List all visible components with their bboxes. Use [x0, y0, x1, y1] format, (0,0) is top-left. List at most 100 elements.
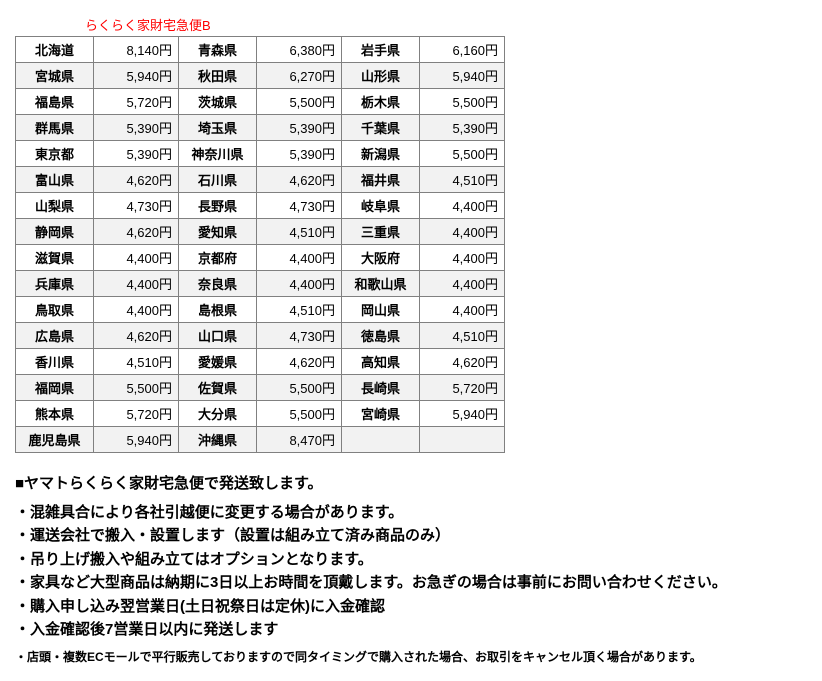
price-cell: 4,400円	[420, 297, 505, 323]
price-cell: 6,160円	[420, 37, 505, 63]
prefecture-cell: 大阪府	[342, 245, 420, 271]
price-cell: 4,620円	[420, 349, 505, 375]
prefecture-cell: 広島県	[16, 323, 94, 349]
footnote: 店頭・複数ECモールで平行販売しておりますので同タイミングで購入された場合、お取…	[15, 648, 807, 666]
prefecture-cell: 神奈川県	[179, 141, 257, 167]
prefecture-cell: 群馬県	[16, 115, 94, 141]
prefecture-cell: 石川県	[179, 167, 257, 193]
prefecture-cell: 和歌山県	[342, 271, 420, 297]
prefecture-cell: 高知県	[342, 349, 420, 375]
price-cell: 4,730円	[257, 193, 342, 219]
price-cell: 5,940円	[420, 401, 505, 427]
prefecture-cell: 埼玉県	[179, 115, 257, 141]
price-cell: 6,270円	[257, 63, 342, 89]
prefecture-cell: 鹿児島県	[16, 427, 94, 453]
price-cell: 4,400円	[257, 245, 342, 271]
price-cell: 4,400円	[420, 193, 505, 219]
table-row: 鳥取県4,400円島根県4,510円岡山県4,400円	[16, 297, 505, 323]
notes-list: 混雑具合により各社引越便に変更する場合があります。運送会社で搬入・設置します（設…	[15, 502, 807, 642]
table-row: 宮城県5,940円秋田県6,270円山形県5,940円	[16, 63, 505, 89]
table-row: 香川県4,510円愛媛県4,620円高知県4,620円	[16, 349, 505, 375]
price-cell: 5,390円	[420, 115, 505, 141]
price-cell: 5,390円	[257, 141, 342, 167]
table-row: 広島県4,620円山口県4,730円徳島県4,510円	[16, 323, 505, 349]
price-cell: 5,500円	[94, 375, 179, 401]
price-cell: 5,500円	[257, 401, 342, 427]
price-cell: 4,400円	[420, 271, 505, 297]
prefecture-cell: 京都府	[179, 245, 257, 271]
price-cell: 4,730円	[94, 193, 179, 219]
price-cell: 4,400円	[420, 219, 505, 245]
price-cell: 5,390円	[94, 115, 179, 141]
table-row: 福岡県5,500円佐賀県5,500円長崎県5,720円	[16, 375, 505, 401]
table-row: 東京都5,390円神奈川県5,390円新潟県5,500円	[16, 141, 505, 167]
prefecture-cell: 栃木県	[342, 89, 420, 115]
price-cell: 5,720円	[94, 401, 179, 427]
price-cell: 4,400円	[94, 297, 179, 323]
prefecture-cell: 茨城県	[179, 89, 257, 115]
price-cell: 5,500円	[420, 141, 505, 167]
price-cell: 5,390円	[94, 141, 179, 167]
price-cell: 4,510円	[257, 297, 342, 323]
prefecture-cell: 大分県	[179, 401, 257, 427]
prefecture-cell: 宮崎県	[342, 401, 420, 427]
prefecture-cell: 千葉県	[342, 115, 420, 141]
notes-section: ■ヤマトらくらく家財宅急便で発送致します。 混雑具合により各社引越便に変更する場…	[15, 473, 807, 666]
prefecture-cell: 徳島県	[342, 323, 420, 349]
table-row: 鹿児島県5,940円沖縄県8,470円	[16, 427, 505, 453]
prefecture-cell: 山梨県	[16, 193, 94, 219]
prefecture-cell: 新潟県	[342, 141, 420, 167]
prefecture-cell: 佐賀県	[179, 375, 257, 401]
price-cell: 4,620円	[94, 167, 179, 193]
price-cell: 4,620円	[94, 323, 179, 349]
prefecture-cell	[342, 427, 420, 453]
price-cell: 4,510円	[420, 167, 505, 193]
note-item: 入金確認後7営業日以内に発送します	[15, 619, 807, 642]
prefecture-cell: 東京都	[16, 141, 94, 167]
prefecture-cell: 福島県	[16, 89, 94, 115]
price-cell: 5,500円	[257, 375, 342, 401]
prefecture-cell: 沖縄県	[179, 427, 257, 453]
price-cell: 4,510円	[257, 219, 342, 245]
table-row: 山梨県4,730円長野県4,730円岐阜県4,400円	[16, 193, 505, 219]
price-cell: 4,400円	[94, 245, 179, 271]
prefecture-cell: 長野県	[179, 193, 257, 219]
note-item: 吊り上げ搬入や組み立てはオプションとなります。	[15, 549, 807, 572]
price-cell: 8,470円	[257, 427, 342, 453]
price-cell	[420, 427, 505, 453]
note-item: 混雑具合により各社引越便に変更する場合があります。	[15, 502, 807, 525]
price-cell: 4,400円	[94, 271, 179, 297]
note-item: 家具など大型商品は納期に3日以上お時間を頂戴します。お急ぎの場合は事前にお問い合…	[15, 572, 807, 595]
price-cell: 8,140円	[94, 37, 179, 63]
shipping-price-table: 北海道8,140円青森県6,380円岩手県6,160円宮城県5,940円秋田県6…	[15, 36, 505, 453]
prefecture-cell: 滋賀県	[16, 245, 94, 271]
price-cell: 4,620円	[257, 167, 342, 193]
prefecture-cell: 奈良県	[179, 271, 257, 297]
price-cell: 5,940円	[420, 63, 505, 89]
note-item: 購入申し込み翌営業日(土日祝祭日は定休)に入金確認	[15, 596, 807, 619]
prefecture-cell: 愛知県	[179, 219, 257, 245]
service-title: らくらく家財宅急便B	[85, 15, 807, 34]
notes-heading: ■ヤマトらくらく家財宅急便で発送致します。	[15, 473, 807, 496]
note-item: 運送会社で搬入・設置します（設置は組み立て済み商品のみ）	[15, 525, 807, 548]
price-cell: 5,940円	[94, 63, 179, 89]
price-cell: 4,400円	[420, 245, 505, 271]
prefecture-cell: 愛媛県	[179, 349, 257, 375]
table-row: 滋賀県4,400円京都府4,400円大阪府4,400円	[16, 245, 505, 271]
prefecture-cell: 富山県	[16, 167, 94, 193]
prefecture-cell: 香川県	[16, 349, 94, 375]
price-cell: 4,730円	[257, 323, 342, 349]
prefecture-cell: 岩手県	[342, 37, 420, 63]
table-row: 群馬県5,390円埼玉県5,390円千葉県5,390円	[16, 115, 505, 141]
price-cell: 4,400円	[257, 271, 342, 297]
price-cell: 5,390円	[257, 115, 342, 141]
price-cell: 4,510円	[420, 323, 505, 349]
prefecture-cell: 青森県	[179, 37, 257, 63]
price-cell: 4,620円	[257, 349, 342, 375]
price-cell: 5,720円	[420, 375, 505, 401]
prefecture-cell: 山口県	[179, 323, 257, 349]
prefecture-cell: 北海道	[16, 37, 94, 63]
prefecture-cell: 熊本県	[16, 401, 94, 427]
table-row: 熊本県5,720円大分県5,500円宮崎県5,940円	[16, 401, 505, 427]
price-cell: 4,620円	[94, 219, 179, 245]
